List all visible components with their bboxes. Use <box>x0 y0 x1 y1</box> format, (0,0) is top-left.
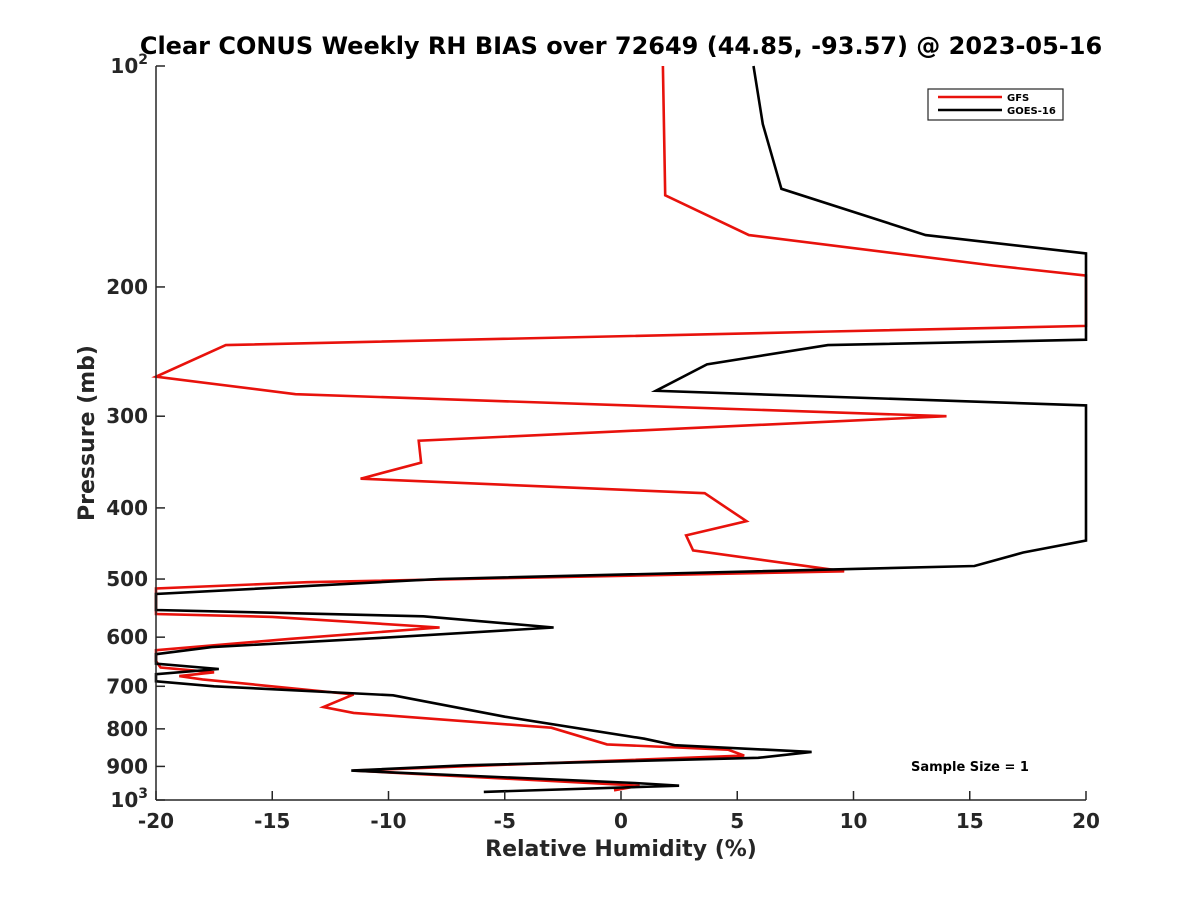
plot-area <box>156 66 1086 800</box>
x-axis-label: Relative Humidity (%) <box>485 837 757 862</box>
y-ticks: 102 200 300 400 500 600 700 800 900 103 <box>106 52 165 812</box>
legend: GFS GOES-16 <box>927 88 1064 121</box>
y-tick-label: 800 <box>106 717 148 741</box>
sample-size-annotation: Sample Size = 1 <box>911 760 1029 775</box>
x-tick-label: 20 <box>1072 809 1100 833</box>
x-tick-label: -5 <box>494 809 516 833</box>
y-tick-label: 102 <box>110 52 148 78</box>
y-tick-label: 300 <box>106 404 148 428</box>
y-tick-label: 400 <box>106 496 148 520</box>
legend-label-goes16: GOES-16 <box>1007 106 1056 117</box>
y-tick-label: 700 <box>106 674 148 698</box>
x-tick-label: -10 <box>370 809 406 833</box>
x-tick-label: -15 <box>254 809 290 833</box>
legend-label-gfs: GFS <box>1007 93 1029 104</box>
series-line-goes16 <box>154 65 1088 794</box>
y-tick-label: 500 <box>106 567 148 591</box>
x-ticks: -20 -15 -10 -5 0 5 10 15 20 <box>138 791 1100 833</box>
x-tick-label: -20 <box>138 809 174 833</box>
x-tick-label: 10 <box>840 809 868 833</box>
y-tick-label: 103 <box>110 786 148 812</box>
y-axis-label: Pressure (mb) <box>75 345 100 521</box>
y-tick-label: 600 <box>106 625 148 649</box>
chart-title: Clear CONUS Weekly RH BIAS over 72649 (4… <box>140 32 1102 60</box>
x-tick-label: 0 <box>614 809 628 833</box>
y-tick-label: 900 <box>106 754 148 778</box>
legend-box <box>927 88 1064 121</box>
x-tick-label: 15 <box>956 809 984 833</box>
x-tick-label: 5 <box>730 809 744 833</box>
y-tick-label: 200 <box>106 275 148 299</box>
